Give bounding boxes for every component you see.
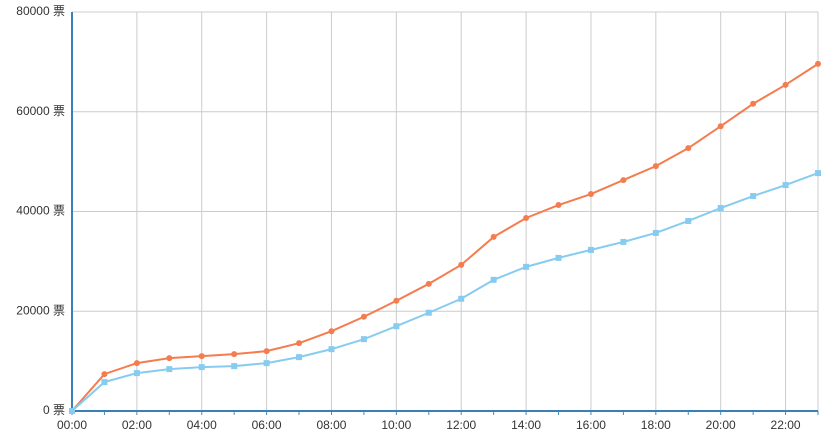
point (652, 229, 659, 236)
point (652, 163, 659, 170)
point (685, 217, 692, 224)
x-tick-label: 04:00 (187, 418, 217, 432)
x-tick-label: 12:00 (446, 418, 476, 432)
point (425, 280, 432, 287)
point (782, 81, 789, 88)
y-tick-label: 40000 票 (16, 204, 65, 218)
point (458, 295, 465, 302)
x-tick-label: 06:00 (252, 418, 282, 432)
y-tick-label: 80000 票 (16, 4, 65, 18)
x-tick-label: 22:00 (771, 418, 801, 432)
point (587, 246, 594, 253)
point (717, 205, 724, 212)
point (685, 145, 692, 152)
point (393, 323, 400, 330)
point (198, 353, 205, 360)
point (231, 351, 238, 358)
point (263, 360, 270, 367)
point (231, 363, 238, 370)
point (587, 191, 594, 198)
point (166, 366, 173, 373)
point (101, 371, 108, 378)
series-line (71, 172, 819, 412)
point (263, 348, 270, 355)
point (133, 370, 140, 377)
x-tick-label: 02:00 (122, 418, 152, 432)
point (328, 346, 335, 353)
x-tick-label: 10:00 (381, 418, 411, 432)
point (490, 276, 497, 283)
point (815, 170, 821, 177)
y-tick-label: 0 票 (43, 403, 65, 417)
point (360, 313, 367, 320)
point (393, 297, 400, 304)
point (425, 309, 432, 316)
point (782, 182, 789, 189)
point (555, 254, 562, 261)
point (166, 355, 173, 362)
point (717, 123, 724, 130)
point (490, 233, 497, 240)
point (69, 408, 75, 414)
x-tick-label: 16:00 (576, 418, 606, 432)
point (620, 177, 627, 184)
x-tick-label: 18:00 (641, 418, 671, 432)
point (296, 354, 303, 361)
x-tick-label: 00:00 (57, 418, 87, 432)
x-tick-label: 14:00 (511, 418, 541, 432)
point (458, 261, 465, 268)
point (750, 193, 757, 200)
point (555, 202, 562, 209)
point (328, 328, 335, 335)
point (750, 100, 757, 107)
x-tick-label: 08:00 (316, 418, 346, 432)
point (101, 379, 108, 386)
point (523, 263, 530, 270)
y-tick-label: 60000 票 (16, 104, 65, 118)
point (620, 238, 627, 245)
point (360, 336, 367, 343)
x-tick-label: 20:00 (706, 418, 736, 432)
point (133, 360, 140, 367)
point (198, 364, 205, 371)
point (296, 340, 303, 347)
y-tick-label: 20000 票 (16, 303, 65, 317)
point (815, 60, 821, 67)
point (523, 214, 530, 221)
series-line (71, 63, 819, 412)
